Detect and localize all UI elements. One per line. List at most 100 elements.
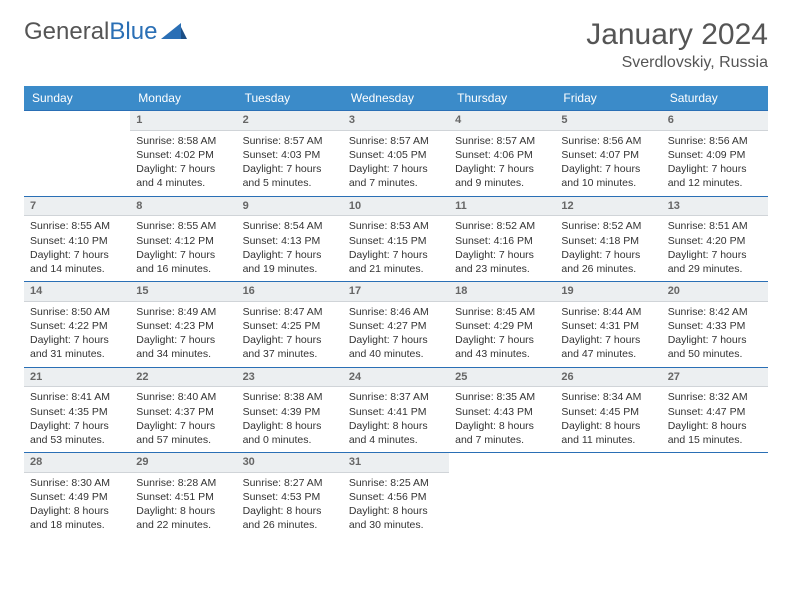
day-body: Sunrise: 8:52 AMSunset: 4:18 PMDaylight:… [555,216,661,281]
calendar-day-cell: 3Sunrise: 8:57 AMSunset: 4:05 PMDaylight… [343,111,449,197]
weekday-header: Friday [555,86,661,111]
sunrise-text: Sunrise: 8:25 AM [349,476,443,490]
day-body: Sunrise: 8:56 AMSunset: 4:07 PMDaylight:… [555,131,661,196]
location-text: Sverdlovskiy, Russia [586,54,768,72]
daylight-line2: and 22 minutes. [136,518,230,532]
day-number: 7 [24,197,130,217]
daylight-line2: and 43 minutes. [455,347,549,361]
sunset-text: Sunset: 4:10 PM [30,234,124,248]
calendar-day-cell: 27Sunrise: 8:32 AMSunset: 4:47 PMDayligh… [662,367,768,453]
day-body: Sunrise: 8:27 AMSunset: 4:53 PMDaylight:… [237,473,343,538]
daylight-line2: and 26 minutes. [561,262,655,276]
calendar-day-cell: 4Sunrise: 8:57 AMSunset: 4:06 PMDaylight… [449,111,555,197]
daylight-line1: Daylight: 7 hours [30,248,124,262]
sunset-text: Sunset: 4:20 PM [668,234,762,248]
sunrise-text: Sunrise: 8:52 AM [455,219,549,233]
sunrise-text: Sunrise: 8:40 AM [136,390,230,404]
sunrise-text: Sunrise: 8:46 AM [349,305,443,319]
sunset-text: Sunset: 4:18 PM [561,234,655,248]
day-number: 10 [343,197,449,217]
calendar-day-cell: 30Sunrise: 8:27 AMSunset: 4:53 PMDayligh… [237,453,343,538]
day-number: 25 [449,368,555,388]
sunrise-text: Sunrise: 8:35 AM [455,390,549,404]
sunset-text: Sunset: 4:29 PM [455,319,549,333]
day-body: Sunrise: 8:55 AMSunset: 4:10 PMDaylight:… [24,216,130,281]
sunset-text: Sunset: 4:31 PM [561,319,655,333]
daylight-line1: Daylight: 7 hours [243,248,337,262]
daylight-line2: and 9 minutes. [455,176,549,190]
weekday-header: Saturday [662,86,768,111]
daylight-line2: and 26 minutes. [243,518,337,532]
sunset-text: Sunset: 4:37 PM [136,405,230,419]
sunset-text: Sunset: 4:35 PM [30,405,124,419]
calendar-day-cell: 28Sunrise: 8:30 AMSunset: 4:49 PMDayligh… [24,453,130,538]
day-body: Sunrise: 8:34 AMSunset: 4:45 PMDaylight:… [555,387,661,452]
daylight-line1: Daylight: 7 hours [30,333,124,347]
sunrise-text: Sunrise: 8:56 AM [561,134,655,148]
title-block: January 2024 Sverdlovskiy, Russia [586,18,768,72]
sunset-text: Sunset: 4:23 PM [136,319,230,333]
daylight-line2: and 21 minutes. [349,262,443,276]
day-number: 18 [449,282,555,302]
daylight-line1: Daylight: 7 hours [455,162,549,176]
day-body: Sunrise: 8:53 AMSunset: 4:15 PMDaylight:… [343,216,449,281]
calendar-day-cell [24,111,130,197]
day-number: 23 [237,368,343,388]
day-number: 14 [24,282,130,302]
sunrise-text: Sunrise: 8:34 AM [561,390,655,404]
sunrise-text: Sunrise: 8:50 AM [30,305,124,319]
calendar-day-cell: 18Sunrise: 8:45 AMSunset: 4:29 PMDayligh… [449,282,555,368]
sunset-text: Sunset: 4:02 PM [136,148,230,162]
calendar-day-cell: 19Sunrise: 8:44 AMSunset: 4:31 PMDayligh… [555,282,661,368]
sunrise-text: Sunrise: 8:42 AM [668,305,762,319]
daylight-line2: and 29 minutes. [668,262,762,276]
daylight-line1: Daylight: 7 hours [349,162,443,176]
calendar-week-row: 21Sunrise: 8:41 AMSunset: 4:35 PMDayligh… [24,367,768,453]
sunrise-text: Sunrise: 8:37 AM [349,390,443,404]
sunrise-text: Sunrise: 8:57 AM [349,134,443,148]
calendar-day-cell: 26Sunrise: 8:34 AMSunset: 4:45 PMDayligh… [555,367,661,453]
daylight-line2: and 40 minutes. [349,347,443,361]
day-number: 13 [662,197,768,217]
sunrise-text: Sunrise: 8:28 AM [136,476,230,490]
calendar-day-cell [662,453,768,538]
daylight-line1: Daylight: 7 hours [136,162,230,176]
day-number: 17 [343,282,449,302]
calendar-day-cell [555,453,661,538]
logo-text-gray: General [24,18,109,46]
day-body: Sunrise: 8:25 AMSunset: 4:56 PMDaylight:… [343,473,449,538]
calendar-week-row: 14Sunrise: 8:50 AMSunset: 4:22 PMDayligh… [24,282,768,368]
calendar-day-cell: 1Sunrise: 8:58 AMSunset: 4:02 PMDaylight… [130,111,236,197]
daylight-line1: Daylight: 7 hours [561,333,655,347]
day-body: Sunrise: 8:49 AMSunset: 4:23 PMDaylight:… [130,302,236,367]
logo-text-blue: Blue [109,18,157,46]
sunrise-text: Sunrise: 8:58 AM [136,134,230,148]
daylight-line1: Daylight: 7 hours [561,162,655,176]
sunset-text: Sunset: 4:47 PM [668,405,762,419]
daylight-line2: and 31 minutes. [30,347,124,361]
day-body: Sunrise: 8:40 AMSunset: 4:37 PMDaylight:… [130,387,236,452]
sunset-text: Sunset: 4:09 PM [668,148,762,162]
day-body: Sunrise: 8:51 AMSunset: 4:20 PMDaylight:… [662,216,768,281]
logo: GeneralBlue [24,18,187,46]
daylight-line1: Daylight: 8 hours [243,419,337,433]
daylight-line1: Daylight: 7 hours [668,333,762,347]
day-body: Sunrise: 8:57 AMSunset: 4:06 PMDaylight:… [449,131,555,196]
daylight-line1: Daylight: 8 hours [561,419,655,433]
day-number: 8 [130,197,236,217]
logo-triangle-icon [161,18,187,46]
sunrise-text: Sunrise: 8:38 AM [243,390,337,404]
daylight-line2: and 18 minutes. [30,518,124,532]
calendar-body: 1Sunrise: 8:58 AMSunset: 4:02 PMDaylight… [24,111,768,538]
day-body: Sunrise: 8:57 AMSunset: 4:03 PMDaylight:… [237,131,343,196]
calendar-day-cell: 29Sunrise: 8:28 AMSunset: 4:51 PMDayligh… [130,453,236,538]
calendar-week-row: 28Sunrise: 8:30 AMSunset: 4:49 PMDayligh… [24,453,768,538]
day-number: 22 [130,368,236,388]
sunset-text: Sunset: 4:22 PM [30,319,124,333]
calendar-day-cell: 16Sunrise: 8:47 AMSunset: 4:25 PMDayligh… [237,282,343,368]
day-number: 11 [449,197,555,217]
day-body: Sunrise: 8:46 AMSunset: 4:27 PMDaylight:… [343,302,449,367]
day-body: Sunrise: 8:52 AMSunset: 4:16 PMDaylight:… [449,216,555,281]
daylight-line1: Daylight: 7 hours [243,162,337,176]
sunrise-text: Sunrise: 8:32 AM [668,390,762,404]
